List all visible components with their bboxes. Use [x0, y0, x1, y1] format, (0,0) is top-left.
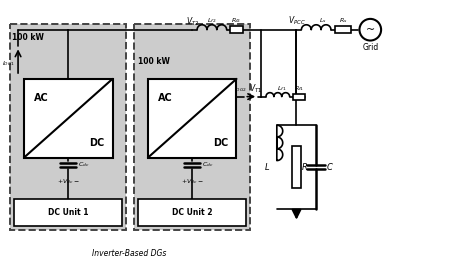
Bar: [24, 79, 112, 158]
Text: DC Unit 1: DC Unit 1: [48, 208, 89, 217]
Text: AC: AC: [34, 93, 48, 103]
Text: Grid: Grid: [362, 43, 378, 52]
Text: $C_{dc}$: $C_{dc}$: [78, 161, 90, 169]
Text: $+V_{dc}-$: $+V_{dc}-$: [57, 177, 80, 186]
Bar: [134, 24, 250, 230]
Text: $I_{DG2}$: $I_{DG2}$: [234, 85, 247, 94]
Text: DC: DC: [213, 138, 228, 148]
Text: 100 kW: 100 kW: [138, 57, 170, 66]
Text: $C$: $C$: [326, 161, 334, 173]
Bar: [14, 199, 122, 226]
Bar: [292, 94, 305, 100]
Bar: [335, 26, 351, 33]
Text: $V_{T1}$: $V_{T1}$: [249, 83, 263, 95]
Bar: [292, 146, 301, 188]
Text: $L$: $L$: [264, 161, 270, 173]
Text: DC: DC: [90, 138, 105, 148]
Text: $V_{PCC}$: $V_{PCC}$: [288, 14, 305, 27]
Text: $I_{DG1}$: $I_{DG1}$: [2, 59, 15, 68]
Text: $L_{f2}$: $L_{f2}$: [207, 16, 217, 25]
Text: $C_{dc}$: $C_{dc}$: [202, 161, 213, 169]
Text: 100 kW: 100 kW: [12, 33, 44, 42]
Text: $+V_{dc}-$: $+V_{dc}-$: [181, 177, 203, 186]
Bar: [10, 24, 126, 230]
Text: DC Unit 2: DC Unit 2: [172, 208, 212, 217]
Text: Inverter-Based DGs: Inverter-Based DGs: [92, 248, 166, 258]
Bar: [138, 199, 246, 226]
Text: $V_{T2}$: $V_{T2}$: [185, 16, 199, 28]
Text: $R$: $R$: [301, 161, 308, 173]
Bar: [229, 26, 243, 33]
Text: $L_s$: $L_s$: [319, 16, 327, 25]
Text: $L_{f1}$: $L_{f1}$: [277, 84, 286, 93]
Text: AC: AC: [158, 93, 173, 103]
Text: $R_{f1}$: $R_{f1}$: [294, 84, 305, 93]
Bar: [148, 79, 237, 158]
Text: $R_{f2}$: $R_{f2}$: [231, 16, 242, 25]
Text: ~: ~: [365, 25, 375, 35]
Text: $R_s$: $R_s$: [339, 16, 348, 25]
